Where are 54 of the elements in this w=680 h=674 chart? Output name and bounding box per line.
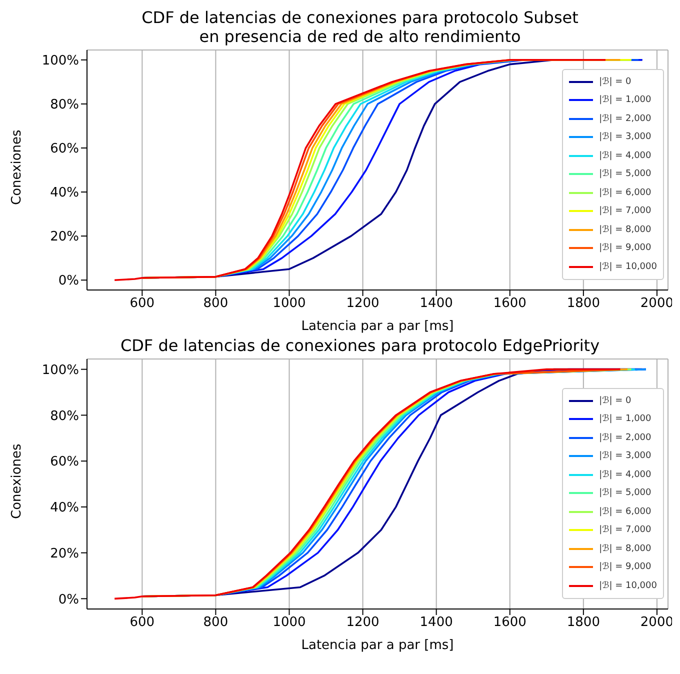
legend-label: |ℬ| = 10,000 xyxy=(599,580,657,591)
legend-label: |ℬ| = 8,000 xyxy=(599,224,652,235)
legend-label: |ℬ| = 2,000 xyxy=(599,114,652,124)
legend-label: |ℬ| = 5,000 xyxy=(599,488,652,498)
legend-label: |ℬ| = 1,000 xyxy=(599,95,652,106)
legend-label: |ℬ| = 4,000 xyxy=(599,470,652,480)
x-axis-title: Latencia par a par [ms] xyxy=(301,638,454,653)
y-tick-label: 0% xyxy=(58,274,79,289)
x-tick-label: 600 xyxy=(130,615,155,630)
y-tick-label: 40% xyxy=(50,186,79,201)
x-tick-label: 1000 xyxy=(272,296,306,312)
legend-label: |ℬ| = 2,000 xyxy=(599,432,652,443)
legend-label: |ℬ| = 8,000 xyxy=(599,544,652,554)
legend-label: |ℬ| = 3,000 xyxy=(599,451,652,462)
legend-label: |ℬ| = 7,000 xyxy=(599,525,652,536)
legend-label: |ℬ| = 9,000 xyxy=(599,562,652,572)
legend-label: |ℬ| = 10,000 xyxy=(599,262,657,272)
x-tick-label: 800 xyxy=(203,296,228,312)
x-tick-label: 1600 xyxy=(493,615,526,630)
x-tick-label: 1200 xyxy=(346,615,380,630)
chart-title: CDF de latencias de conexiones para protocolo Subset en presencia de red de alto rendimiento xyxy=(140,8,580,46)
x-tick-label: 1800 xyxy=(566,296,600,312)
y-tick-label: 40% xyxy=(50,500,79,516)
x-tick-label: 1800 xyxy=(566,615,600,630)
legend-label: |ℬ| = 6,000 xyxy=(599,188,652,198)
y-tick-label: 60% xyxy=(50,142,79,157)
y-tick-label: 100% xyxy=(42,54,79,69)
legend-label: |ℬ| = 7,000 xyxy=(599,206,652,216)
x-tick-label: 1600 xyxy=(493,296,526,312)
x-tick-label: 1000 xyxy=(272,615,306,630)
y-tick-label: 100% xyxy=(42,362,79,378)
x-tick-label: 1400 xyxy=(420,296,453,312)
legend-label: |ℬ| = 4,000 xyxy=(599,150,652,161)
x-tick-label: 800 xyxy=(203,615,228,630)
y-axis-title: Conexiones xyxy=(10,443,25,519)
y-tick-label: 20% xyxy=(50,546,79,562)
x-tick-label: 1200 xyxy=(346,296,380,312)
x-axis-title: Latencia par a par [ms] xyxy=(301,319,454,334)
legend-label: |ℬ| = 6,000 xyxy=(599,506,652,517)
legend-label: |ℬ| = 0 xyxy=(599,396,632,406)
y-tick-label: 0% xyxy=(58,592,79,608)
legend-label: |ℬ| = 1,000 xyxy=(599,414,652,424)
y-tick-label: 20% xyxy=(50,230,79,245)
chart-title: CDF de latencias de conexiones para protocolo EdgePriority xyxy=(119,336,601,355)
x-tick-label: 1400 xyxy=(420,615,453,630)
legend-label: |ℬ| = 0 xyxy=(599,76,632,87)
legend-label: |ℬ| = 3,000 xyxy=(599,132,652,142)
y-tick-label: 80% xyxy=(50,408,79,424)
legend-label: |ℬ| = 9,000 xyxy=(599,243,652,254)
y-tick-label: 80% xyxy=(50,98,79,113)
y-axis-title: Conexiones xyxy=(10,129,25,205)
legend-label: |ℬ| = 5,000 xyxy=(599,169,652,180)
x-tick-label: 600 xyxy=(130,296,155,312)
y-tick-label: 60% xyxy=(50,454,79,470)
